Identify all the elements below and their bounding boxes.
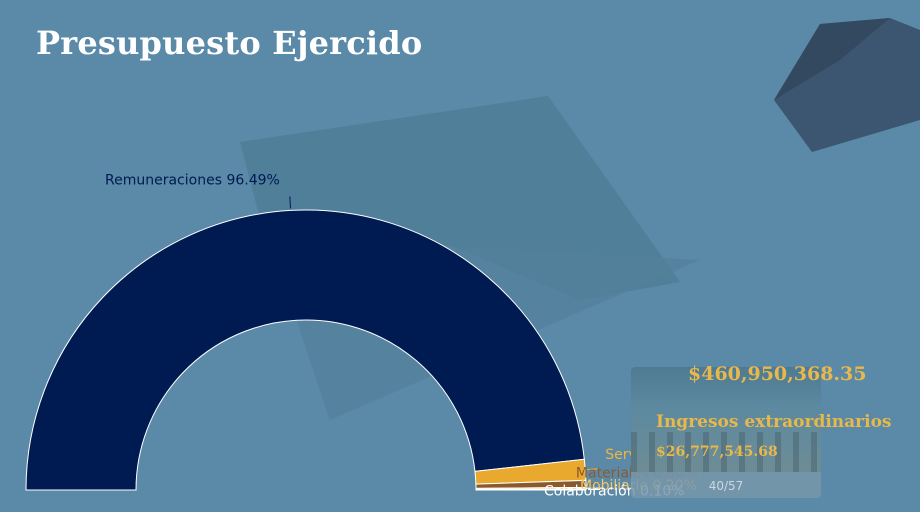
leader-line-servicios bbox=[587, 468, 600, 471]
card-photo bbox=[631, 367, 821, 472]
bg-shape-corner-facet bbox=[774, 18, 890, 100]
slice-colaboración[interactable] bbox=[475, 488, 587, 491]
leader-line-remuneraciones bbox=[289, 196, 292, 209]
budget-amount: $460,950,368.35 bbox=[688, 363, 867, 385]
page-title: Presupuesto Ejercido bbox=[36, 24, 423, 62]
card-counter: 40/57 bbox=[708, 479, 744, 493]
extra-income-amount: $26,777,545.68 bbox=[656, 444, 778, 460]
photo-card[interactable]: 40/57 bbox=[631, 367, 821, 498]
data-label-remuneraciones: Remuneraciones 96.49% bbox=[105, 172, 280, 188]
extra-income-label: Ingresos extraordinarios bbox=[656, 412, 892, 432]
slice-remuneraciones[interactable] bbox=[25, 209, 585, 491]
bg-shape-large bbox=[240, 96, 680, 300]
